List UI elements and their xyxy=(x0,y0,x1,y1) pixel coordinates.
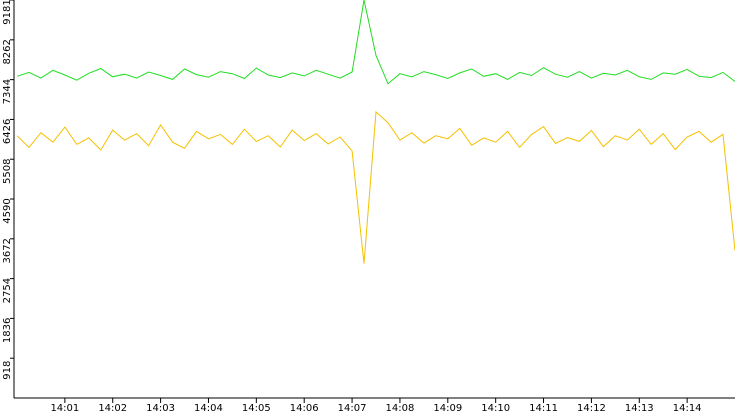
x-tick-label: 14:01 xyxy=(50,403,79,414)
x-tick-label: 14:14 xyxy=(673,403,702,414)
x-tick-label: 14:04 xyxy=(194,403,223,414)
x-tick-label: 14:10 xyxy=(481,403,510,414)
x-tick-label: 14:06 xyxy=(290,403,319,414)
x-tick-label: 14:11 xyxy=(529,403,558,414)
y-tick-label: 6426 xyxy=(2,119,13,144)
x-tick-label: 14:05 xyxy=(242,403,271,414)
y-tick-label: 9181 xyxy=(2,0,13,25)
series-line xyxy=(16,110,735,264)
series-line xyxy=(16,0,735,85)
x-tick-label: 14:13 xyxy=(625,403,654,414)
x-tick-label: 14:02 xyxy=(98,403,127,414)
y-tick-label: 3672 xyxy=(2,238,13,263)
y-tick-label: 918 xyxy=(2,361,13,380)
x-tick-label: 14:12 xyxy=(577,403,606,414)
y-tick-label: 8262 xyxy=(2,39,13,64)
y-tick-label: 5508 xyxy=(2,158,13,183)
y-tick-label: 7344 xyxy=(2,79,13,104)
x-tick-label: 14:09 xyxy=(433,403,462,414)
y-tick-label: 1836 xyxy=(2,318,13,343)
x-tick-label: 14:03 xyxy=(146,403,175,414)
x-tick-label: 14:08 xyxy=(386,403,415,414)
y-tick-label: 4590 xyxy=(2,198,13,223)
x-tick-label: 14:07 xyxy=(338,403,367,414)
y-tick-label: 2754 xyxy=(2,278,13,303)
